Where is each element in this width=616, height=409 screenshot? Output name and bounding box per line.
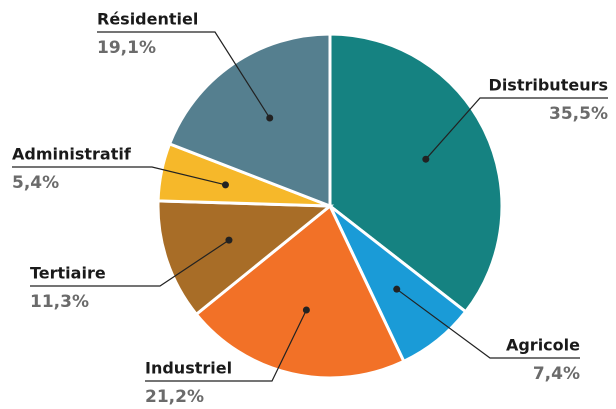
slice-label: Tertiaire: [30, 264, 106, 283]
pie-slice: [328, 32, 504, 314]
pie-slice: [194, 203, 406, 380]
value-label: 35,5%: [549, 104, 608, 124]
leader-dot: [302, 306, 310, 314]
value-label: 11,3%: [30, 292, 89, 312]
slice-label: Résidentiel: [97, 10, 198, 29]
leader-dot: [221, 181, 229, 189]
leader-line: [30, 239, 230, 287]
pie-slice: [167, 32, 332, 209]
leader-line: [396, 288, 580, 359]
leader-dot: [266, 114, 274, 122]
pie-slice: [156, 199, 335, 317]
value-label: 5,4%: [12, 173, 59, 193]
slice-label: Industriel: [145, 359, 232, 378]
leader-line: [145, 309, 307, 382]
slice-label: Distributeurs: [489, 76, 608, 95]
slice-label: Administratif: [12, 145, 132, 164]
value-label: 7,4%: [533, 364, 580, 384]
value-label: 19,1%: [97, 38, 156, 58]
leader-line: [97, 31, 271, 119]
value-label: 21,2%: [145, 387, 204, 407]
slice-label: Agricole: [506, 336, 580, 355]
leader-dot: [393, 285, 401, 293]
leader-dot: [422, 155, 430, 163]
leader-line: [425, 97, 608, 160]
leader-line: [12, 166, 226, 186]
leader-dot: [225, 236, 233, 244]
